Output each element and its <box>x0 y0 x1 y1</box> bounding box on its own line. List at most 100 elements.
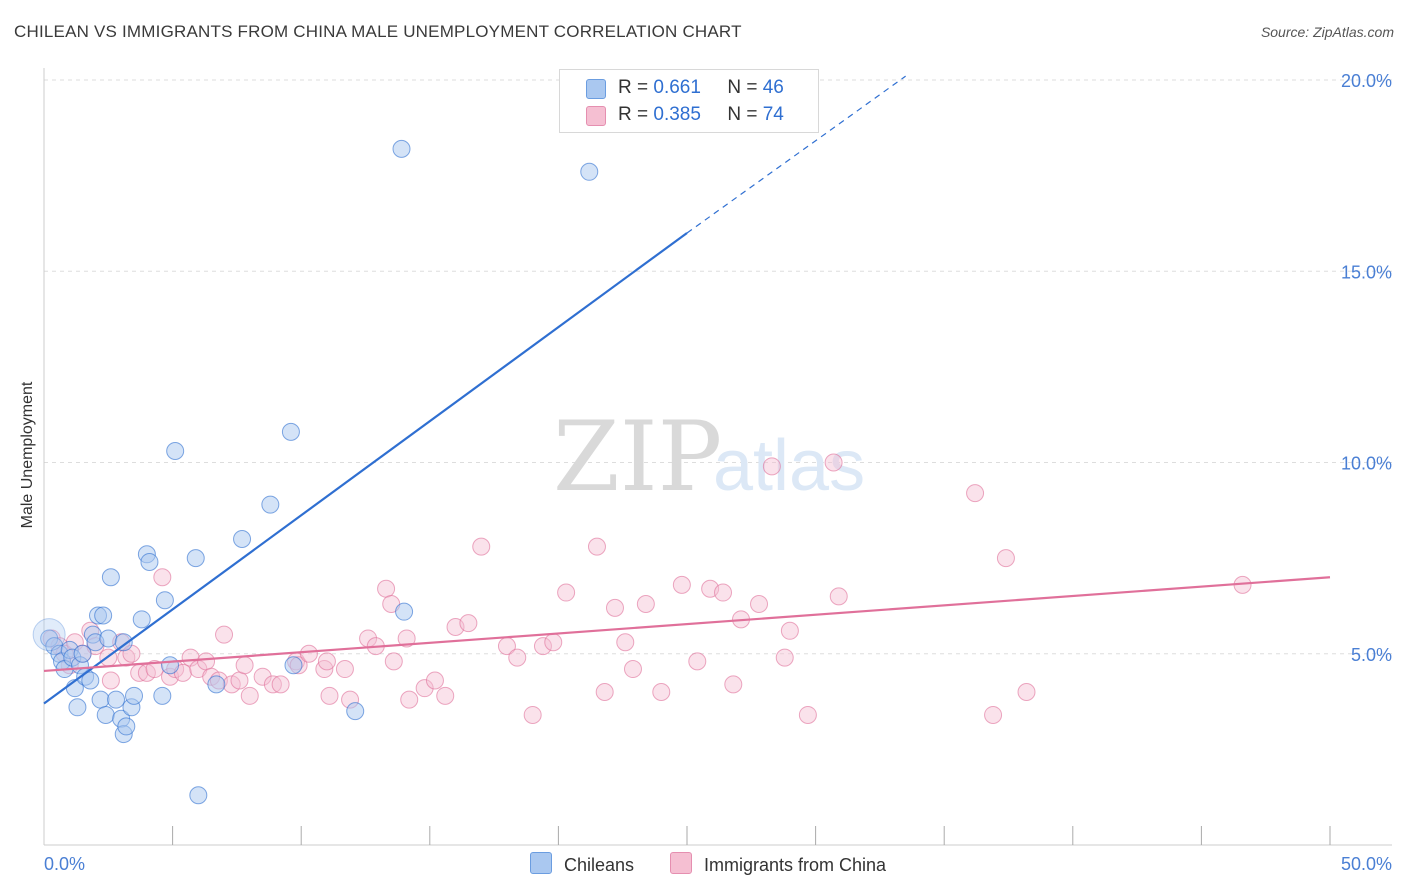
regression-lines <box>43 75 1331 705</box>
legend-label: Chileans <box>564 855 635 875</box>
correlation-legend: R = 0.661 N = 46 R = 0.385 N = 74 <box>559 69 819 133</box>
data-point-china <box>377 579 396 598</box>
data-point-china <box>317 652 336 671</box>
data-point-china <box>299 644 318 663</box>
data-point-chilean <box>392 139 411 158</box>
data-point-china <box>415 679 434 698</box>
regression-line-chileans <box>43 232 688 705</box>
data-point-chilean <box>346 702 365 721</box>
data-point-chilean <box>81 671 100 690</box>
data-point-chilean <box>155 591 174 610</box>
chart-title: CHILEAN VS IMMIGRANTS FROM CHINA MALE UN… <box>14 22 742 41</box>
bottom-legend-china: Immigrants from China <box>670 852 886 876</box>
data-point-chilean <box>166 442 185 461</box>
data-point-chilean <box>189 786 208 805</box>
data-point-china <box>750 595 769 614</box>
data-point-china <box>996 549 1015 568</box>
data-point-china <box>436 686 455 705</box>
data-point-china <box>215 625 234 644</box>
y-tick-label: 20.0% <box>1341 71 1392 91</box>
data-point-chilean <box>107 690 126 709</box>
data-point-china <box>320 686 339 705</box>
data-point-china <box>762 457 781 476</box>
data-point-chilean <box>114 633 133 652</box>
data-point-china <box>775 648 794 667</box>
data-point-chilean <box>153 686 172 705</box>
data-point-china <box>397 629 416 648</box>
r-label: R = <box>618 77 649 98</box>
data-point-china <box>1017 683 1036 701</box>
data-point-china <box>197 652 216 671</box>
data-point-china <box>714 583 733 602</box>
data-point-china <box>544 633 563 652</box>
x-tick-label: 50.0% <box>1341 854 1392 874</box>
data-point-china <box>984 705 1003 724</box>
data-point-chilean <box>73 644 92 663</box>
data-point-china <box>400 690 419 709</box>
data-point-chilean <box>132 610 151 629</box>
axes <box>43 68 1392 846</box>
data-point-china <box>240 686 259 705</box>
data-point-china <box>425 671 444 690</box>
data-point-chilean <box>99 629 118 648</box>
series-chileans <box>32 139 599 805</box>
watermark-zip: ZIP <box>553 401 722 513</box>
data-point-china <box>824 453 843 472</box>
data-point-china <box>557 583 576 602</box>
legend-text: R = 0.661 N = 46 <box>618 77 784 99</box>
n-label: N = <box>727 104 758 125</box>
data-point-chilean <box>125 686 144 705</box>
data-point-chilean <box>161 656 180 675</box>
watermark-atlas: atlas <box>713 426 865 506</box>
data-point-chilean <box>395 602 414 621</box>
r-value: 0.661 <box>653 77 701 98</box>
data-point-china <box>235 656 254 675</box>
data-point-chilean <box>284 656 303 675</box>
data-point-china <box>230 671 249 690</box>
data-point-china <box>533 637 552 656</box>
data-point-chilean <box>207 675 226 694</box>
data-point-china <box>508 648 527 667</box>
data-point-china <box>623 660 642 679</box>
y-tick-label: 10.0% <box>1341 454 1392 474</box>
data-point-china <box>253 667 272 686</box>
data-point-china <box>587 537 606 556</box>
tick-labels: 5.0% 10.0% 15.0% 20.0% 0.0% 50.0% <box>44 71 1392 874</box>
data-point-china <box>384 652 403 671</box>
data-point-china <box>263 675 282 694</box>
legend-swatch-blue <box>586 79 606 99</box>
data-point-chilean <box>281 422 300 441</box>
watermark: ZIP atlas <box>553 401 865 513</box>
n-value: 74 <box>762 104 784 125</box>
legend-text: R = 0.385 N = 74 <box>618 104 784 126</box>
data-point-chilean-large <box>32 618 66 652</box>
data-point-china <box>605 598 624 617</box>
data-point-chilean <box>96 705 115 724</box>
data-point-chilean <box>140 552 159 571</box>
n-label: N = <box>727 77 758 98</box>
y-tick-label: 15.0% <box>1341 262 1392 282</box>
data-point-china <box>636 595 655 614</box>
legend-swatch-blue <box>530 852 552 874</box>
data-point-chilean <box>68 698 87 717</box>
data-point-chilean <box>233 530 252 548</box>
data-point-china <box>688 652 707 671</box>
data-point-china <box>798 705 817 724</box>
data-point-china <box>780 621 799 640</box>
data-point-china <box>459 614 478 633</box>
r-value: 0.385 <box>653 104 701 125</box>
legend-label: Immigrants from China <box>704 855 887 875</box>
data-point-china <box>595 683 614 701</box>
data-point-china <box>672 575 691 594</box>
r-label: R = <box>618 104 649 125</box>
y-tick-label: 5.0% <box>1351 645 1392 665</box>
data-point-china <box>101 671 120 690</box>
n-value: 46 <box>762 77 784 98</box>
data-point-china <box>652 683 671 701</box>
data-point-chilean <box>91 690 110 709</box>
data-point-chilean <box>101 568 120 587</box>
data-point-chilean <box>186 549 205 568</box>
legend-swatch-pink <box>670 852 692 874</box>
bottom-legend-chileans: Chileans <box>530 852 634 876</box>
